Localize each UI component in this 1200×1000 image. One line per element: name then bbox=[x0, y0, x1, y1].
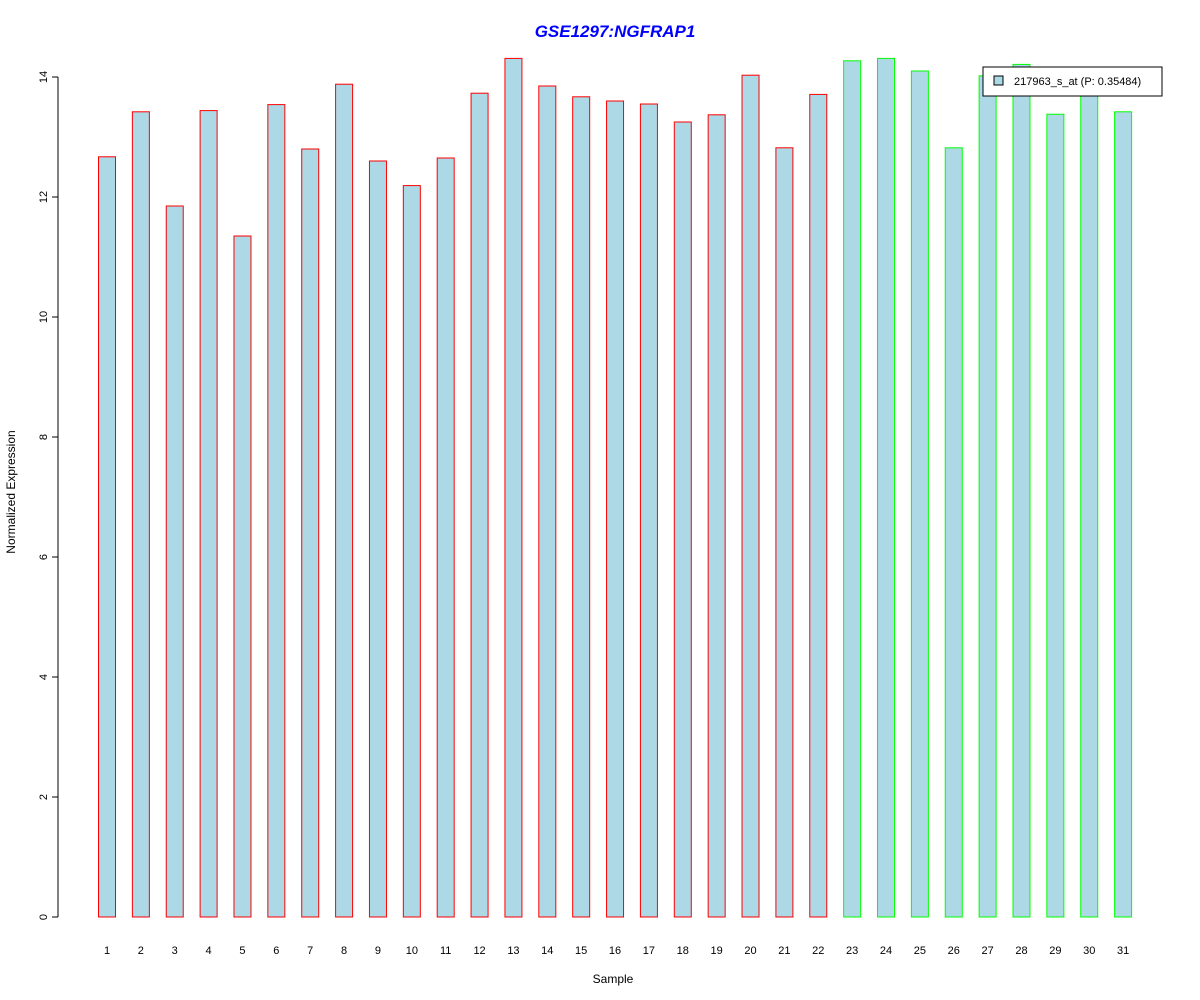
legend-box bbox=[982, 66, 1163, 97]
x-tick-label: 4 bbox=[206, 945, 212, 957]
x-tick-label: 2 bbox=[138, 945, 144, 957]
y-tick-label: 12 bbox=[38, 191, 50, 203]
x-axis-label: Sample bbox=[593, 972, 634, 986]
x-tick-label: 24 bbox=[880, 945, 892, 957]
y-tick-label: 6 bbox=[38, 554, 50, 560]
x-tick-label: 22 bbox=[812, 945, 824, 957]
bar-13 bbox=[504, 57, 523, 918]
bar-23 bbox=[843, 60, 862, 918]
bar-4 bbox=[199, 110, 218, 918]
bar-17 bbox=[639, 103, 658, 918]
x-tick-label: 30 bbox=[1083, 945, 1095, 957]
x-tick-label: 31 bbox=[1117, 945, 1129, 957]
y-tick-label: 0 bbox=[38, 914, 50, 920]
bar-6 bbox=[267, 104, 286, 918]
bar-5 bbox=[233, 235, 252, 918]
bar-8 bbox=[335, 83, 354, 918]
bar-26 bbox=[944, 147, 963, 918]
x-tick-label: 7 bbox=[307, 945, 313, 957]
legend-swatch bbox=[993, 75, 1004, 86]
bar-31 bbox=[1114, 111, 1133, 918]
bar-1 bbox=[98, 156, 116, 918]
bar-28 bbox=[1012, 63, 1031, 918]
bar-20 bbox=[741, 74, 760, 918]
x-tick-label: 21 bbox=[778, 945, 790, 957]
x-tick-label: 3 bbox=[172, 945, 178, 957]
legend-label: 217963_s_at (P: 0.35484) bbox=[1014, 76, 1141, 88]
x-tick-label: 19 bbox=[711, 945, 723, 957]
y-tick-label: 14 bbox=[38, 71, 50, 83]
bar-15 bbox=[572, 96, 591, 918]
x-tick-label: 27 bbox=[981, 945, 993, 957]
x-tick-label: 26 bbox=[948, 945, 960, 957]
bar-30 bbox=[1080, 94, 1099, 918]
x-tick-label: 28 bbox=[1015, 945, 1027, 957]
bar-27 bbox=[978, 75, 997, 918]
bar-10 bbox=[402, 185, 421, 918]
bar-14 bbox=[538, 85, 557, 918]
y-tick-label: 10 bbox=[38, 311, 50, 323]
x-tick-label: 12 bbox=[473, 945, 485, 957]
bar-22 bbox=[809, 93, 828, 918]
x-tick-label: 16 bbox=[609, 945, 621, 957]
bar-12 bbox=[470, 92, 489, 918]
bars-group bbox=[98, 57, 1133, 918]
bar-19 bbox=[707, 114, 726, 918]
x-tick-label: 23 bbox=[846, 945, 858, 957]
x-tick-label: 14 bbox=[541, 945, 553, 957]
x-tick-label: 5 bbox=[239, 945, 245, 957]
bar-7 bbox=[301, 148, 320, 918]
x-tick-label: 20 bbox=[744, 945, 756, 957]
x-tick-label: 18 bbox=[677, 945, 689, 957]
y-axis: 0 2 4 6 8 10 12 14 bbox=[38, 71, 59, 920]
bar-18 bbox=[673, 121, 692, 918]
x-tick-label: 6 bbox=[273, 945, 279, 957]
x-tick-label: 29 bbox=[1049, 945, 1061, 957]
x-tick-labels: 1 2 3 4 5 6 7 8 9 10 11 12 13 14 15 16 17 18 19 20 21 22 23 24 2… bbox=[104, 945, 1129, 957]
x-tick-label: 10 bbox=[406, 945, 418, 957]
bar-16 bbox=[606, 100, 625, 918]
x-tick-label: 25 bbox=[914, 945, 926, 957]
bar-11 bbox=[436, 157, 455, 918]
x-tick-label: 17 bbox=[643, 945, 655, 957]
legend: 217963_s_at (P: 0.35484) bbox=[982, 66, 1163, 97]
y-tick-label: 2 bbox=[38, 794, 50, 800]
chart-title: GSE1297:NGFRAP1 bbox=[535, 22, 696, 41]
x-tick-label: 9 bbox=[375, 945, 381, 957]
y-axis-label: Normalized Expression bbox=[4, 430, 18, 553]
y-tick-label: 8 bbox=[38, 434, 50, 440]
y-tick-label: 4 bbox=[38, 674, 50, 680]
bar-21 bbox=[775, 147, 794, 918]
x-tick-label: 8 bbox=[341, 945, 347, 957]
x-tick-label: 1 bbox=[104, 945, 110, 957]
x-tick-label: 11 bbox=[440, 945, 451, 957]
bar-29 bbox=[1046, 113, 1065, 918]
bar-3 bbox=[165, 205, 184, 918]
x-tick-label: 15 bbox=[575, 945, 587, 957]
bar-2 bbox=[131, 111, 150, 918]
x-tick-label: 13 bbox=[507, 945, 519, 957]
bar-25 bbox=[910, 70, 929, 918]
bar-24 bbox=[877, 57, 896, 918]
bar-9 bbox=[368, 160, 387, 918]
